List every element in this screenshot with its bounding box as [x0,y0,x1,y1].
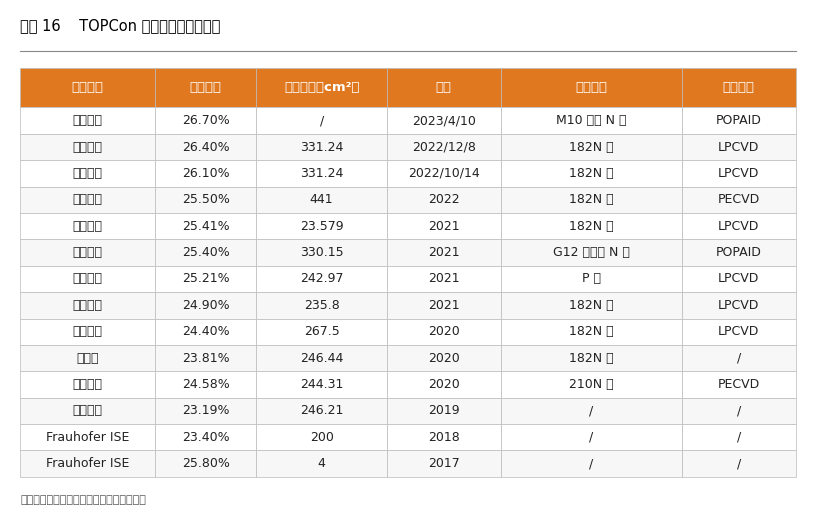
Text: 25.80%: 25.80% [182,457,230,470]
Text: /: / [737,431,741,444]
Text: /: / [589,457,593,470]
Text: 330.15: 330.15 [299,246,344,259]
Text: 23.579: 23.579 [299,220,344,233]
Text: 电池类型: 电池类型 [575,81,607,94]
Text: 182N 型: 182N 型 [569,167,614,180]
Text: PECVD: PECVD [717,378,760,391]
Text: 2020: 2020 [428,325,459,338]
Text: 中来股份: 中来股份 [73,405,103,418]
Text: 210N 型: 210N 型 [569,378,614,391]
Text: 2018: 2018 [428,431,459,444]
Text: 2021: 2021 [428,299,459,312]
Text: LPCVD: LPCVD [718,272,760,286]
Text: LPCVD: LPCVD [718,140,760,154]
Text: LPCVD: LPCVD [718,299,760,312]
Text: 246.44: 246.44 [300,352,344,365]
Text: 235.8: 235.8 [304,299,339,312]
Text: 2023/4/10: 2023/4/10 [412,114,476,127]
Text: LPCVD: LPCVD [718,325,760,338]
Text: 242.97: 242.97 [300,272,344,286]
Text: 182N 型: 182N 型 [569,299,614,312]
Text: 技术路线: 技术路线 [723,81,755,94]
Text: 2019: 2019 [428,405,459,418]
Text: 电池面积（cm²）: 电池面积（cm²） [284,81,359,94]
Text: /: / [320,114,324,127]
Text: /: / [737,457,741,470]
Text: 转换效率: 转换效率 [190,81,222,94]
Text: 331.24: 331.24 [300,140,344,154]
Text: 中来股份: 中来股份 [73,114,103,127]
Text: 晶科能源: 晶科能源 [73,167,103,180]
Text: 26.10%: 26.10% [182,167,229,180]
Text: 26.70%: 26.70% [182,114,229,127]
Text: 441: 441 [310,193,334,206]
Text: 2022: 2022 [428,193,459,206]
Text: 23.40%: 23.40% [182,431,229,444]
Text: 天合光能: 天合光能 [73,193,103,206]
Text: 182N 型: 182N 型 [569,220,614,233]
Text: /: / [589,431,593,444]
Text: 24.58%: 24.58% [182,378,229,391]
Text: 24.90%: 24.90% [182,299,229,312]
Text: 中来股份: 中来股份 [73,246,103,259]
Text: /: / [589,405,593,418]
Text: 25.21%: 25.21% [182,272,229,286]
Text: 晶科能源: 晶科能源 [73,220,103,233]
Text: 图表 16    TOPCon 电池实验室效率记录: 图表 16 TOPCon 电池实验室效率记录 [20,18,221,34]
Text: 研发机构: 研发机构 [72,81,104,94]
Text: PECVD: PECVD [717,193,760,206]
Text: POPAID: POPAID [716,114,761,127]
Text: 时间: 时间 [436,81,452,94]
Text: G12 大尺寸 N 型: G12 大尺寸 N 型 [552,246,630,259]
Text: Frauhofer ISE: Frauhofer ISE [47,457,130,470]
Text: 2022/10/14: 2022/10/14 [408,167,480,180]
Text: 331.24: 331.24 [300,167,344,180]
Text: 隆基绿能: 隆基绿能 [73,272,103,286]
Text: 2021: 2021 [428,246,459,259]
Text: 182N 型: 182N 型 [569,325,614,338]
Text: 2020: 2020 [428,352,459,365]
Text: /: / [737,352,741,365]
Text: 4: 4 [317,457,326,470]
Text: 2017: 2017 [428,457,459,470]
Text: M10 尺寸 N 型: M10 尺寸 N 型 [556,114,627,127]
Text: 23.19%: 23.19% [182,405,229,418]
Text: /: / [737,405,741,418]
Text: Frauhofer ISE: Frauhofer ISE [47,431,130,444]
Text: 资料来源：公司官网，摩尔光伏，平安银行: 资料来源：公司官网，摩尔光伏，平安银行 [20,495,146,505]
Text: 天合光能: 天合光能 [73,378,103,391]
Text: 182N 型: 182N 型 [569,352,614,365]
Text: 25.40%: 25.40% [182,246,229,259]
Text: 2020: 2020 [428,378,459,391]
Text: 25.41%: 25.41% [182,220,229,233]
Text: 2021: 2021 [428,220,459,233]
Text: 200: 200 [310,431,334,444]
Text: 晶科能源: 晶科能源 [73,140,103,154]
Text: 晶科能源: 晶科能源 [73,299,103,312]
Text: P 型: P 型 [582,272,601,286]
Text: LPCVD: LPCVD [718,167,760,180]
Text: POPAID: POPAID [716,246,761,259]
Text: 182N 型: 182N 型 [569,193,614,206]
Text: 267.5: 267.5 [304,325,339,338]
Text: 26.40%: 26.40% [182,140,229,154]
Text: 2021: 2021 [428,272,459,286]
Text: 24.40%: 24.40% [182,325,229,338]
Text: 23.81%: 23.81% [182,352,229,365]
Text: 2022/12/8: 2022/12/8 [412,140,476,154]
Text: 阿特斯: 阿特斯 [77,352,99,365]
Text: LPCVD: LPCVD [718,220,760,233]
Text: 246.21: 246.21 [300,405,344,418]
Text: 182N 型: 182N 型 [569,140,614,154]
Text: 晶科能源: 晶科能源 [73,325,103,338]
Text: 25.50%: 25.50% [182,193,230,206]
Text: 244.31: 244.31 [300,378,344,391]
